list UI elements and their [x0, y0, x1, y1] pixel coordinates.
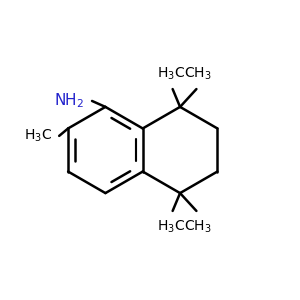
- Text: H$_3$C: H$_3$C: [157, 65, 185, 82]
- Text: CH$_3$: CH$_3$: [184, 218, 212, 235]
- Text: H$_3$C: H$_3$C: [157, 218, 185, 235]
- Text: CH$_3$: CH$_3$: [184, 65, 212, 82]
- Text: H$_3$C: H$_3$C: [24, 128, 52, 144]
- Text: NH$_2$: NH$_2$: [54, 92, 85, 110]
